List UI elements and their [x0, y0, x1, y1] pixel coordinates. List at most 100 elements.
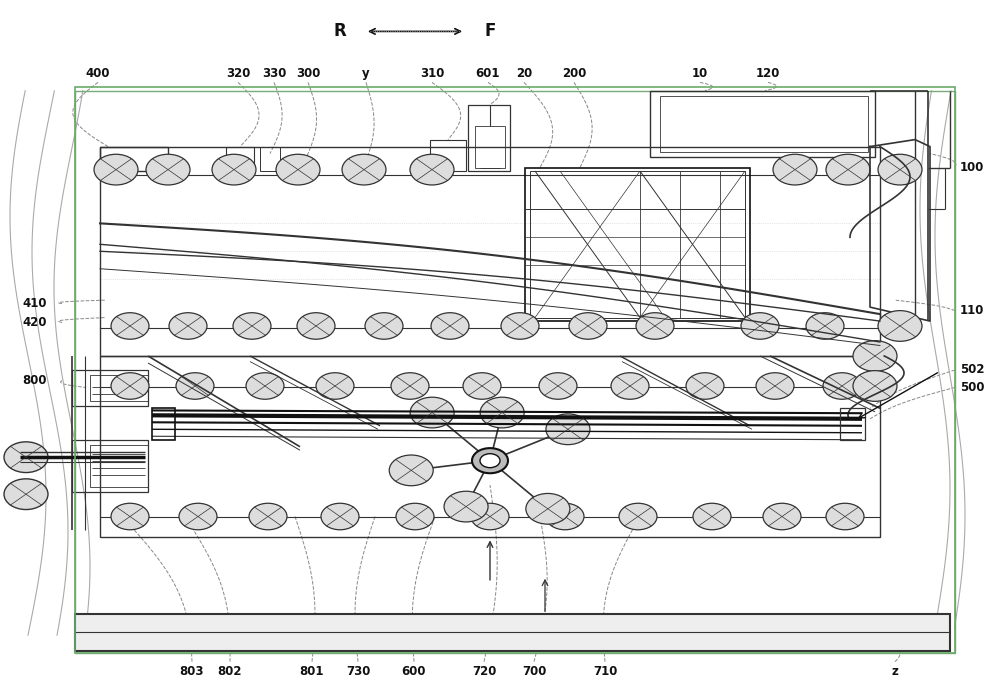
- Circle shape: [444, 491, 488, 522]
- Text: 800: 800: [22, 374, 46, 387]
- Text: 802: 802: [218, 665, 242, 678]
- Circle shape: [111, 503, 149, 530]
- Text: 502: 502: [960, 364, 984, 376]
- Text: 330: 330: [262, 67, 286, 80]
- Circle shape: [823, 373, 861, 399]
- Bar: [468, 105, 510, 171]
- Bar: [260, 147, 280, 171]
- Circle shape: [611, 373, 649, 399]
- Bar: [90, 445, 148, 487]
- Circle shape: [806, 313, 844, 339]
- Text: 310: 310: [420, 67, 444, 80]
- Circle shape: [463, 373, 501, 399]
- Circle shape: [94, 154, 138, 185]
- Circle shape: [246, 373, 284, 399]
- Text: 801: 801: [300, 665, 324, 678]
- Circle shape: [249, 503, 287, 530]
- Circle shape: [276, 154, 320, 185]
- Circle shape: [471, 503, 509, 530]
- Bar: [72, 370, 148, 406]
- Circle shape: [316, 373, 354, 399]
- Circle shape: [546, 414, 590, 445]
- Circle shape: [878, 311, 922, 341]
- Text: 110: 110: [960, 304, 984, 317]
- Circle shape: [480, 397, 524, 428]
- Circle shape: [321, 503, 359, 530]
- Circle shape: [111, 373, 149, 399]
- Text: F: F: [484, 22, 496, 40]
- Circle shape: [410, 154, 454, 185]
- Bar: [650, 91, 875, 157]
- Circle shape: [4, 479, 48, 510]
- Text: 720: 720: [472, 665, 496, 678]
- Bar: [72, 440, 148, 492]
- Text: 803: 803: [180, 665, 204, 678]
- Text: 710: 710: [593, 665, 617, 678]
- Circle shape: [546, 503, 584, 530]
- Text: 100: 100: [960, 161, 984, 174]
- Circle shape: [431, 313, 469, 339]
- Circle shape: [569, 313, 607, 339]
- Circle shape: [539, 373, 577, 399]
- Bar: [226, 147, 254, 171]
- Circle shape: [342, 154, 386, 185]
- Circle shape: [526, 493, 570, 524]
- Circle shape: [365, 313, 403, 339]
- Circle shape: [480, 454, 500, 468]
- Bar: [475, 126, 505, 168]
- Circle shape: [169, 313, 207, 339]
- Circle shape: [773, 154, 817, 185]
- Circle shape: [472, 448, 508, 473]
- Circle shape: [146, 154, 190, 185]
- Circle shape: [686, 373, 724, 399]
- Bar: [840, 408, 865, 440]
- Text: 320: 320: [226, 67, 250, 80]
- Bar: [530, 171, 745, 318]
- Circle shape: [391, 373, 429, 399]
- Circle shape: [636, 313, 674, 339]
- Text: R: R: [334, 22, 346, 40]
- Circle shape: [756, 373, 794, 399]
- Bar: [100, 356, 880, 537]
- Text: 120: 120: [756, 67, 780, 80]
- Text: 700: 700: [522, 665, 546, 678]
- Text: 600: 600: [402, 665, 426, 678]
- Text: 20: 20: [516, 67, 532, 80]
- Circle shape: [501, 313, 539, 339]
- Text: 300: 300: [296, 67, 320, 80]
- Bar: [100, 147, 168, 171]
- Circle shape: [111, 313, 149, 339]
- Text: z: z: [892, 665, 898, 678]
- Circle shape: [853, 371, 897, 401]
- Circle shape: [741, 313, 779, 339]
- Circle shape: [619, 503, 657, 530]
- Text: 730: 730: [346, 665, 370, 678]
- Text: y: y: [362, 67, 370, 80]
- Bar: [90, 375, 148, 401]
- Circle shape: [389, 455, 433, 486]
- Circle shape: [693, 503, 731, 530]
- Bar: [430, 140, 466, 171]
- Bar: [152, 408, 175, 440]
- Bar: [75, 91, 955, 653]
- Circle shape: [212, 154, 256, 185]
- Bar: [75, 87, 955, 653]
- Text: 601: 601: [476, 67, 500, 80]
- Circle shape: [763, 503, 801, 530]
- Circle shape: [233, 313, 271, 339]
- Text: 500: 500: [960, 381, 984, 394]
- Circle shape: [179, 503, 217, 530]
- Text: 420: 420: [22, 316, 46, 329]
- Circle shape: [297, 313, 335, 339]
- Bar: [75, 614, 950, 651]
- Text: 400: 400: [86, 67, 110, 80]
- Text: 410: 410: [22, 297, 46, 310]
- Text: 200: 200: [562, 67, 586, 80]
- Text: 10: 10: [692, 67, 708, 80]
- Circle shape: [4, 442, 48, 473]
- Bar: [100, 147, 880, 356]
- Circle shape: [826, 154, 870, 185]
- Circle shape: [410, 397, 454, 428]
- Circle shape: [853, 341, 897, 371]
- Circle shape: [176, 373, 214, 399]
